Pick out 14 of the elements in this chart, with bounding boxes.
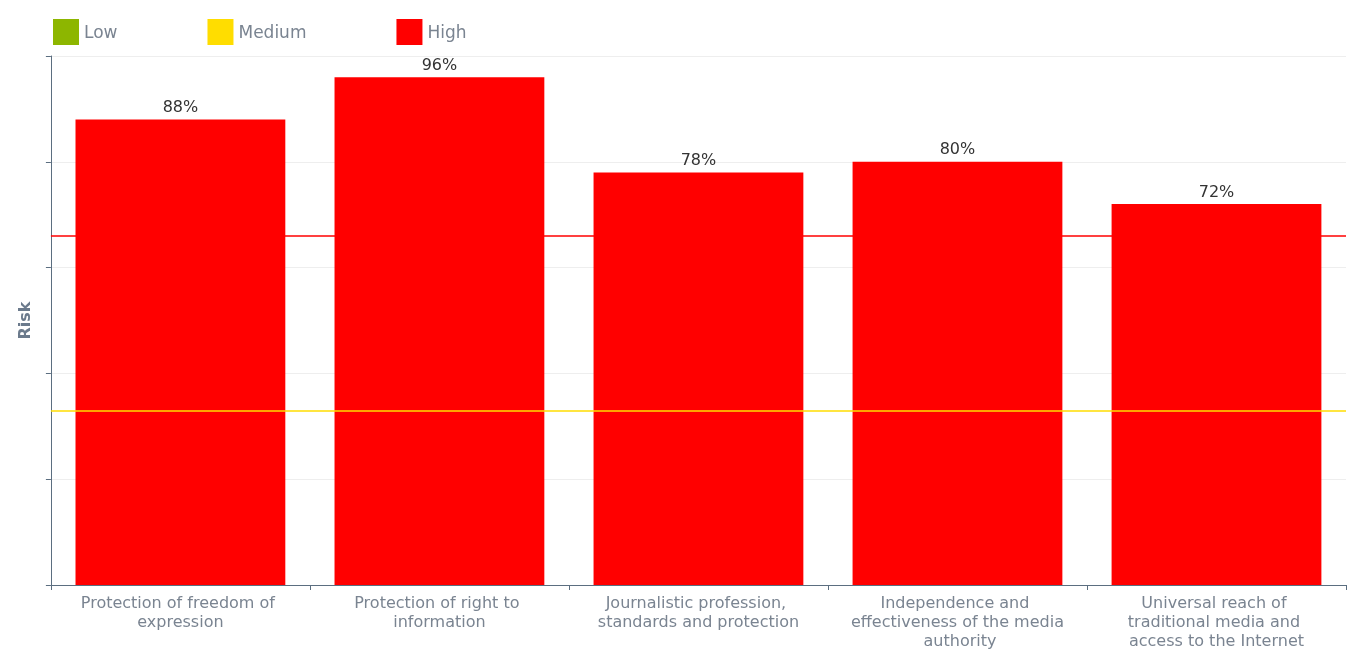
data-label: 78% [680, 149, 717, 169]
legend-label: High [427, 22, 467, 42]
x-tick-label: Independence and effectiveness of the media authority [850, 593, 1064, 650]
x-tick-label: Journalistic profession, standards and protection [597, 593, 800, 631]
legend-label: Low [84, 22, 118, 42]
data-label: 72% [1198, 181, 1235, 201]
y-axis-title: Risk [14, 301, 34, 340]
data-label: 96% [421, 54, 458, 74]
x-tick-label: Protection of right to information [354, 593, 525, 631]
data-label: 80% [939, 139, 976, 159]
data-label: 88% [162, 96, 199, 116]
x-tick-label: Universal reach of traditional media and access to the Internet [1127, 593, 1306, 650]
legend-label: Medium [238, 22, 307, 42]
x-tick-label: Protection of freedom of expression [80, 593, 281, 631]
